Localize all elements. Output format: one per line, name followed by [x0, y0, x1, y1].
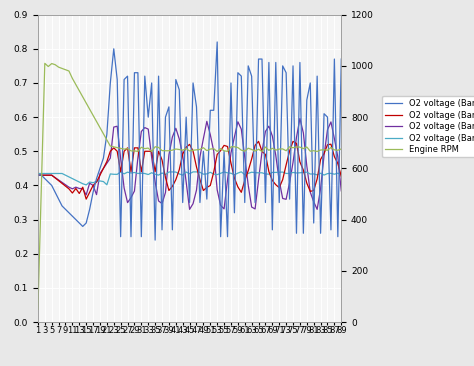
- O2 voltage (Bank 2  Sensor 1): [156, 74, 162, 78]
- Engine RPM: [42, 61, 48, 66]
- O2 voltage (Bank 2  Sensor 2): [83, 197, 89, 201]
- O2 voltage (Bank 1  Sensor 1): [194, 188, 200, 192]
- O2 voltage (Bank 2  Sensor 2): [194, 165, 200, 169]
- Line: O2 voltage (Bank 1  Sensor 1): O2 voltage (Bank 1 Sensor 1): [38, 119, 341, 209]
- O2 voltage (Bank 1  Sensor 2): [66, 175, 72, 179]
- O2 voltage (Bank 2  Sensor 1): [152, 238, 158, 242]
- O2 voltage (Bank 1  Sensor 1): [311, 199, 317, 204]
- Engine RPM: [194, 147, 200, 152]
- Line: Engine RPM: Engine RPM: [38, 63, 341, 309]
- O2 voltage (Bank 2  Sensor 1): [35, 173, 41, 178]
- O2 voltage (Bank 1  Sensor 1): [66, 185, 72, 189]
- O2 voltage (Bank 1  Sensor 2): [156, 173, 162, 177]
- O2 voltage (Bank 1  Sensor 1): [152, 180, 158, 184]
- O2 voltage (Bank 2  Sensor 2): [73, 186, 79, 191]
- Line: O2 voltage (Bank 2  Sensor 2): O2 voltage (Bank 2 Sensor 2): [38, 141, 341, 199]
- Engine RPM: [308, 149, 313, 153]
- O2 voltage (Bank 1  Sensor 2): [100, 179, 106, 184]
- O2 voltage (Bank 1  Sensor 2): [35, 171, 41, 176]
- O2 voltage (Bank 1  Sensor 1): [338, 188, 344, 193]
- O2 voltage (Bank 2  Sensor 2): [35, 173, 41, 178]
- O2 voltage (Bank 2  Sensor 2): [255, 139, 261, 143]
- O2 voltage (Bank 2  Sensor 1): [311, 221, 317, 225]
- O2 voltage (Bank 1  Sensor 2): [338, 173, 344, 177]
- O2 voltage (Bank 1  Sensor 1): [97, 171, 103, 176]
- O2 voltage (Bank 1  Sensor 1): [35, 173, 41, 178]
- O2 voltage (Bank 2  Sensor 1): [214, 40, 220, 44]
- O2 voltage (Bank 2  Sensor 2): [66, 187, 72, 191]
- O2 voltage (Bank 2  Sensor 2): [156, 149, 162, 153]
- Legend: O2 voltage (Bank 2  Sensor 1), O2 voltage (Bank 2  Sensor 2), O2 voltage (Bank 1: O2 voltage (Bank 2 Sensor 1), O2 voltage…: [382, 96, 474, 157]
- O2 voltage (Bank 2  Sensor 2): [311, 188, 317, 193]
- O2 voltage (Bank 2  Sensor 2): [100, 166, 106, 171]
- O2 voltage (Bank 1  Sensor 1): [73, 185, 79, 189]
- O2 voltage (Bank 1  Sensor 2): [83, 183, 89, 187]
- O2 voltage (Bank 1  Sensor 2): [311, 172, 317, 176]
- Line: O2 voltage (Bank 1  Sensor 2): O2 voltage (Bank 1 Sensor 2): [38, 172, 341, 185]
- Engine RPM: [338, 147, 344, 151]
- O2 voltage (Bank 1  Sensor 2): [194, 170, 200, 174]
- Engine RPM: [70, 76, 75, 81]
- Engine RPM: [156, 145, 162, 150]
- Engine RPM: [35, 307, 41, 311]
- O2 voltage (Bank 2  Sensor 1): [194, 105, 200, 109]
- O2 voltage (Bank 1  Sensor 2): [238, 169, 244, 174]
- Engine RPM: [76, 89, 82, 93]
- O2 voltage (Bank 2  Sensor 1): [73, 217, 79, 222]
- Engine RPM: [100, 131, 106, 136]
- O2 voltage (Bank 2  Sensor 1): [338, 57, 344, 61]
- O2 voltage (Bank 2  Sensor 1): [97, 166, 103, 171]
- O2 voltage (Bank 2  Sensor 1): [66, 210, 72, 215]
- Line: O2 voltage (Bank 2  Sensor 1): O2 voltage (Bank 2 Sensor 1): [38, 42, 341, 240]
- O2 voltage (Bank 2  Sensor 2): [338, 174, 344, 178]
- O2 voltage (Bank 1  Sensor 1): [187, 207, 192, 212]
- O2 voltage (Bank 1  Sensor 2): [73, 178, 79, 183]
- O2 voltage (Bank 1  Sensor 1): [297, 116, 303, 121]
